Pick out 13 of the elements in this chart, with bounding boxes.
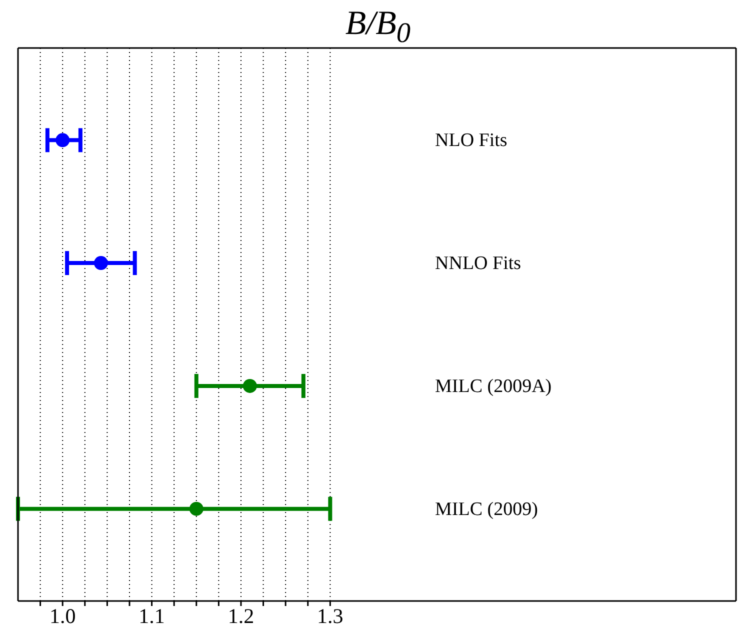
- point: [94, 256, 108, 270]
- y-tick-label: NNLO Fits: [435, 253, 522, 274]
- point: [56, 133, 70, 148]
- point: [242, 378, 257, 393]
- y-tick-label: NLO Fits: [435, 130, 508, 152]
- point: [189, 502, 204, 516]
- chart-title: B/B$_{0}$: [344, 4, 412, 49]
- x-tick-label: 1.2: [228, 604, 254, 628]
- x-tick-label: 1.1: [138, 604, 165, 628]
- x-tick-label: 1.3: [317, 604, 344, 628]
- x-tick-label: 1.0: [49, 604, 76, 628]
- y-tick-label: MILC (2009): [435, 498, 538, 520]
- y-tick-label: MILC (2009A): [435, 376, 552, 397]
